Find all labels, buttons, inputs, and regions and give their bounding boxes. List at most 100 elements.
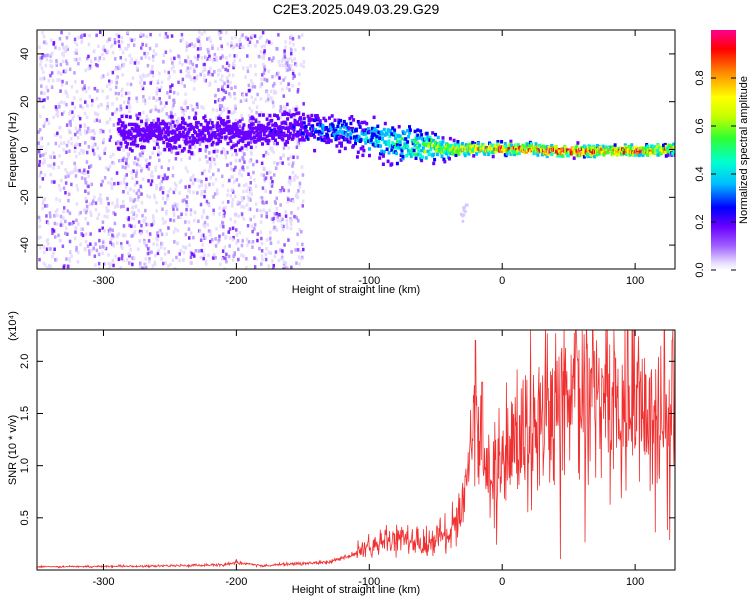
heatmap-cell xyxy=(141,121,144,125)
heatmap-cell xyxy=(136,68,139,72)
heatmap-cell xyxy=(200,234,203,238)
heatmap-cell xyxy=(225,252,228,257)
heatmap-cell xyxy=(282,146,286,150)
heatmap-cell xyxy=(101,33,104,38)
heatmap-cell xyxy=(228,124,232,128)
heatmap-cell xyxy=(86,170,90,174)
heatmap-cell xyxy=(228,227,232,231)
y-tick-label: 0.5 xyxy=(19,510,31,525)
heatmap-cell xyxy=(250,118,254,123)
heatmap-cell xyxy=(71,101,74,106)
heatmap-cell xyxy=(203,189,207,194)
heatmap-cell xyxy=(103,151,106,155)
heatmap-cell xyxy=(57,144,61,148)
heatmap-cell xyxy=(332,132,336,136)
heatmap-cell xyxy=(141,154,144,158)
heatmap-cell xyxy=(168,159,171,163)
heatmap-cell xyxy=(209,136,213,141)
heatmap-cell xyxy=(286,200,289,204)
heatmap-cell xyxy=(340,141,343,145)
heatmap-cell xyxy=(260,262,263,266)
heatmap-cell xyxy=(111,160,114,165)
heatmap-cell xyxy=(154,124,157,129)
heatmap-cell xyxy=(262,51,266,55)
heatmap-cell xyxy=(167,167,170,171)
heatmap-cell xyxy=(212,195,215,199)
heatmap-cell xyxy=(89,210,92,214)
heatmap-cell xyxy=(269,176,273,180)
heatmap-cell xyxy=(246,66,249,70)
heatmap-cell xyxy=(167,250,170,254)
heatmap-cell xyxy=(289,198,292,203)
heatmap-cell xyxy=(185,133,189,138)
heatmap-cell xyxy=(267,94,270,98)
heatmap-cell xyxy=(61,52,64,56)
heatmap-cell xyxy=(220,30,223,35)
heatmap-cell xyxy=(431,143,435,148)
heatmap-cell xyxy=(274,133,278,137)
heatmap-cell xyxy=(234,159,238,163)
heatmap-cell xyxy=(221,85,224,89)
heatmap-cell xyxy=(178,56,182,60)
heatmap-cell xyxy=(65,102,68,107)
heatmap-cell xyxy=(50,59,53,64)
heatmap-cell xyxy=(436,144,440,149)
heatmap-cell xyxy=(232,142,235,146)
heatmap-cell xyxy=(362,132,366,136)
heatmap-cell xyxy=(382,127,386,132)
heatmap-cell xyxy=(245,265,248,269)
heatmap-cell xyxy=(233,44,236,49)
heatmap-cell xyxy=(270,128,274,133)
heatmap-cell xyxy=(312,133,316,137)
heatmap-cell xyxy=(273,254,277,258)
heatmap-cell xyxy=(236,202,240,206)
heatmap-cell xyxy=(463,153,467,158)
heatmap-cell xyxy=(253,223,257,227)
heatmap-cell xyxy=(45,85,48,89)
heatmap-cell xyxy=(419,153,423,157)
heatmap-cell xyxy=(410,139,414,143)
heatmap-cell xyxy=(174,203,178,208)
heatmap-cell xyxy=(281,249,284,253)
heatmap-cell xyxy=(394,136,397,141)
heatmap-cell xyxy=(120,40,124,44)
heatmap-cell xyxy=(254,139,258,144)
heatmap-cell xyxy=(234,143,238,147)
heatmap-cell xyxy=(222,108,226,112)
heatmap-cell xyxy=(249,145,253,150)
heatmap-cell xyxy=(62,265,65,269)
heatmap-cell xyxy=(595,144,599,148)
heatmap-cell xyxy=(369,130,373,134)
heatmap-cell xyxy=(80,176,84,180)
heatmap-cell xyxy=(162,261,165,266)
heatmap-cell xyxy=(171,204,175,209)
heatmap-cell xyxy=(226,42,229,46)
heatmap-cell xyxy=(249,116,252,121)
heatmap-cell xyxy=(106,101,110,106)
heatmap-cell xyxy=(114,67,117,71)
heatmap-cell xyxy=(146,63,150,68)
heatmap-cell xyxy=(149,135,153,140)
heatmap-cell xyxy=(385,132,389,136)
heatmap-cell xyxy=(88,202,92,207)
heatmap-cell xyxy=(184,185,187,189)
heatmap-cell xyxy=(432,161,436,166)
heatmap-cell xyxy=(302,247,305,252)
heatmap-cell xyxy=(171,105,174,110)
heatmap-cell xyxy=(280,257,283,261)
heatmap-cell xyxy=(198,184,201,189)
heatmap-cell xyxy=(64,68,68,73)
heatmap-cell xyxy=(138,128,142,132)
heatmap-cell xyxy=(370,126,374,131)
heatmap-cell xyxy=(109,262,112,266)
heatmap-cell xyxy=(264,138,268,143)
heatmap-cell xyxy=(377,130,381,135)
snr-xlabel: Height of straight line (km) xyxy=(292,584,420,596)
heatmap-cell xyxy=(151,174,154,179)
heatmap-cell xyxy=(376,124,380,129)
heatmap-cell xyxy=(189,255,193,259)
heatmap-cell xyxy=(94,57,97,61)
heatmap-cell xyxy=(285,133,289,138)
heatmap-cell xyxy=(196,105,199,109)
heatmap-cell xyxy=(296,142,299,147)
